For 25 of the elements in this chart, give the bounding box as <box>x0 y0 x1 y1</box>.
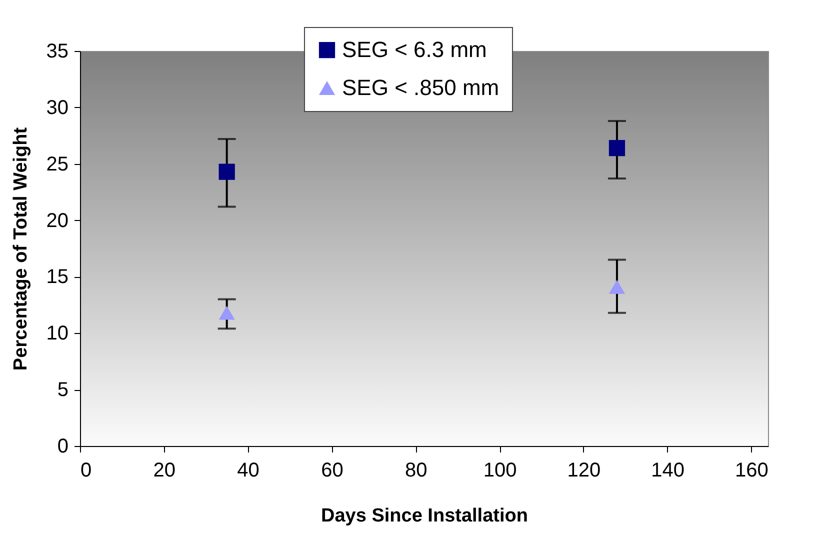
point <box>608 140 626 156</box>
x-tick-label: 0 <box>80 460 92 482</box>
x-tick-label: 160 <box>735 460 768 482</box>
y-tick-label: 0 <box>57 436 68 458</box>
x-tick-label: 40 <box>237 460 260 482</box>
y-axis-title: Percentage of Total Weight <box>10 126 32 371</box>
x-tick-label: 80 <box>404 460 428 482</box>
point <box>218 164 235 180</box>
y-tick-label: 25 <box>46 153 68 176</box>
y-tick-label: 30 <box>46 96 68 119</box>
y-tick-label: 10 <box>46 322 68 345</box>
x-tick-label: 100 <box>483 460 517 482</box>
x-tick-label: 20 <box>153 460 176 482</box>
legend-label: SEG < 6.3 mm <box>342 37 487 62</box>
y-tick-label: 5 <box>57 379 68 402</box>
point <box>218 306 235 320</box>
y-tick-label: 20 <box>46 210 68 232</box>
x-axis-title: Days Since Installation <box>321 506 528 526</box>
x-tick-label: 140 <box>651 460 685 482</box>
legend-label: SEG < .850 mm <box>342 75 500 100</box>
point <box>608 280 626 294</box>
y-tick-label: 15 <box>46 266 68 288</box>
x-tick-label: 60 <box>321 460 344 482</box>
y-tick-label: 35 <box>46 40 68 62</box>
x-tick-label: 120 <box>567 460 601 482</box>
